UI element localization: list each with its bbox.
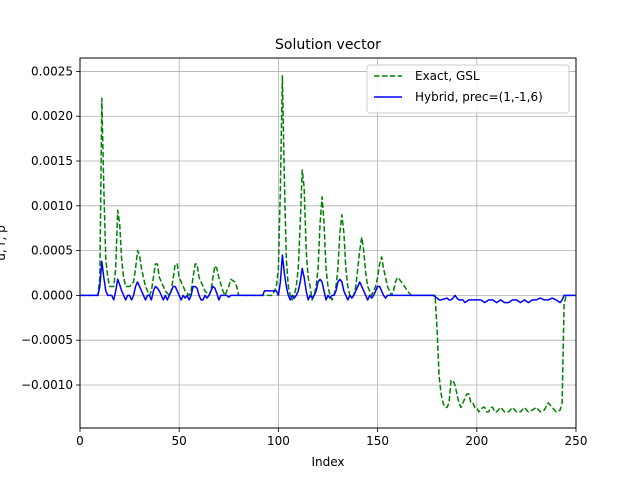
y-tick-label: 0.0005 [31, 244, 73, 258]
x-tick-label: 100 [267, 434, 290, 448]
y-tick-label: −0.0010 [21, 378, 73, 392]
y-tick-label: 0.0000 [31, 288, 73, 302]
x-tick-label: 0 [76, 434, 84, 448]
series-line-hybrid [80, 254, 576, 304]
x-axis-label: Index [311, 455, 344, 469]
y-tick-label: 0.0025 [31, 64, 73, 78]
series-line-exact-gsl [80, 75, 576, 413]
y-tick-label: −0.0005 [21, 333, 73, 347]
x-axis-ticks: 0 50 100 150 200 250 [76, 428, 587, 448]
x-tick-label: 50 [172, 434, 187, 448]
legend-label: Exact, GSL [415, 69, 480, 83]
y-tick-label: 0.0020 [31, 109, 73, 123]
series-layer [80, 75, 576, 413]
y-axis-ticks: 0.0025 0.0020 0.0015 0.0010 0.0005 0.0000 −0.0… [21, 64, 80, 392]
plot-frame [79, 57, 577, 429]
legend-box [366, 64, 570, 114]
y-axis-label: u, r, p [0, 225, 8, 260]
legend: Exact, GSL Hybrid, prec=(1,-1,6) [366, 64, 570, 114]
y-tick-label: 0.0010 [31, 199, 73, 213]
x-tick-label: 250 [565, 434, 588, 448]
x-tick-label: 150 [366, 434, 389, 448]
chart-title: Solution vector [275, 37, 381, 53]
y-tick-label: 0.0015 [31, 154, 73, 168]
legend-label: Hybrid, prec=(1,-1,6) [415, 90, 543, 104]
x-tick-label: 200 [465, 434, 488, 448]
